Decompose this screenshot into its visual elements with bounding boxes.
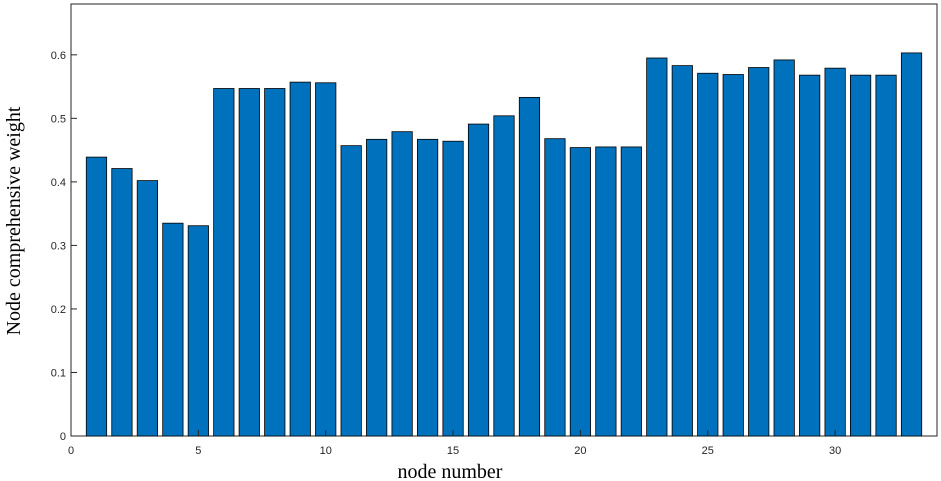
bar-node-9 xyxy=(289,81,311,437)
bar-node-19 xyxy=(544,138,566,437)
y-tick-label: 0 xyxy=(60,431,66,443)
x-tick-label: 15 xyxy=(447,445,459,457)
bar-node-24 xyxy=(671,65,693,437)
bar-node-29 xyxy=(799,74,821,437)
y-axis-ticks: 0 0.1 0.2 0.3 0.4 0.5 0.6 xyxy=(51,50,77,443)
bar-node-16 xyxy=(467,123,490,437)
bar-node-4 xyxy=(162,222,184,437)
bar-node-11 xyxy=(340,145,362,437)
bar-node-3 xyxy=(136,180,159,437)
bar-node-17 xyxy=(493,115,515,437)
x-tick-label: 10 xyxy=(320,445,332,457)
x-axis-title: node number xyxy=(398,461,503,481)
y-axis-title: Node comprehensive weight xyxy=(3,106,25,335)
y-tick-label: 0.1 xyxy=(51,367,66,379)
y-tick-label: 0.4 xyxy=(51,177,66,189)
bar-node-6 xyxy=(213,88,235,437)
bar-node-21 xyxy=(595,146,617,437)
x-tick-label: 25 xyxy=(702,445,714,457)
bar-node-32 xyxy=(875,74,897,437)
y-tick-label: 0.5 xyxy=(51,113,66,125)
bar-node-31 xyxy=(850,74,872,437)
bar-node-13 xyxy=(391,131,413,437)
y-tick-label: 0.3 xyxy=(51,240,66,252)
y-tick-label: 0.6 xyxy=(51,50,66,62)
bar-node-7 xyxy=(238,88,260,437)
bar-node-33 xyxy=(900,52,923,437)
y-tick-label: 0.2 xyxy=(51,304,66,316)
bar-node-26 xyxy=(722,74,744,437)
bar-node-23 xyxy=(646,57,668,437)
x-tick-label: 20 xyxy=(574,445,586,457)
bar-node-28 xyxy=(773,59,795,437)
bar-node-27 xyxy=(748,67,770,437)
bar-node-30 xyxy=(824,67,846,437)
bar-node-14 xyxy=(416,138,439,437)
bar-node-2 xyxy=(111,168,133,437)
bars-group xyxy=(85,52,923,437)
bar-node-10 xyxy=(315,82,337,437)
bar-node-5 xyxy=(187,225,209,437)
bar-node-12 xyxy=(366,138,388,437)
bar-node-1 xyxy=(85,156,108,437)
x-tick-label: 5 xyxy=(195,445,201,457)
x-tick-label: 0 xyxy=(68,445,74,457)
bar-node-22 xyxy=(620,146,642,437)
bar-node-20 xyxy=(569,147,591,437)
bar-node-15 xyxy=(442,140,464,437)
x-axis-ticks: 0 5 10 15 20 25 30 xyxy=(68,430,841,457)
bar-node-25 xyxy=(697,72,719,437)
x-tick-label: 30 xyxy=(829,445,841,457)
bar-node-8 xyxy=(264,88,286,437)
bar-node-18 xyxy=(518,96,541,437)
